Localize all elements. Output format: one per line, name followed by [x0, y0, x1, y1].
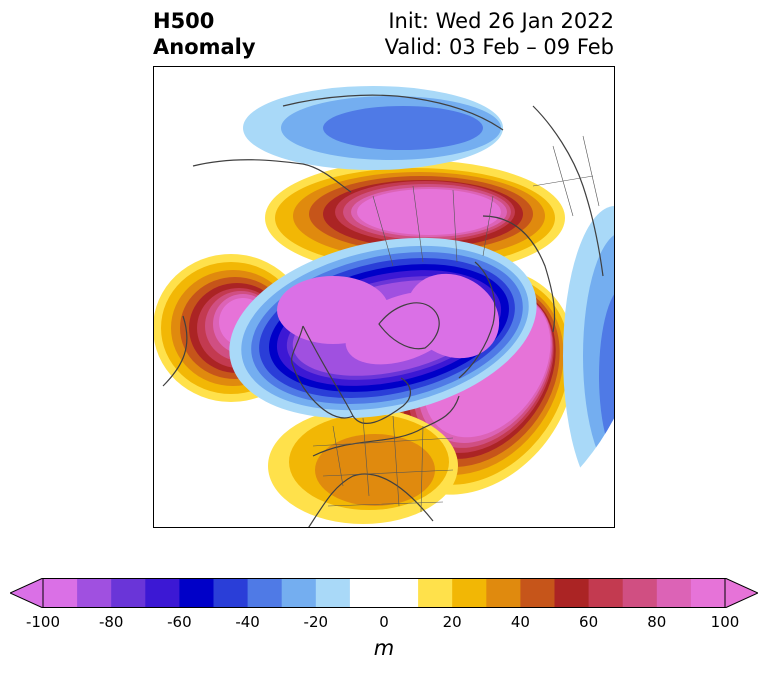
colorbar-tick-label: 20	[442, 613, 462, 631]
valid-range: Valid: 03 Feb – 09 Feb	[384, 35, 614, 59]
colorbar-tick-label: -20	[303, 613, 329, 631]
colorbar-tick-label: -40	[235, 613, 260, 631]
colorbar-segment	[43, 578, 78, 608]
arctic-trough	[229, 237, 537, 419]
colorbar-extend-max	[724, 578, 758, 608]
title-left: H500 Anomaly	[153, 8, 256, 60]
anomaly-map	[153, 66, 615, 528]
colorbar	[10, 578, 758, 608]
coastlines	[162, 94, 604, 528]
colorbar-tick-label: 100	[710, 613, 740, 631]
colorbar-segment	[554, 578, 590, 608]
colorbar-unit: m	[373, 636, 395, 660]
title-right: Init: Wed 26 Jan 2022 Valid: 03 Feb – 09…	[385, 8, 614, 60]
anomaly-contours	[153, 86, 615, 524]
colorbar-tick-label: 60	[579, 613, 599, 631]
colorbar-segment	[452, 578, 487, 608]
colorbar-segment	[588, 578, 624, 608]
siberia-ridge-core	[357, 189, 501, 235]
colorbar-segment	[486, 578, 521, 608]
colorbar-border	[42, 578, 726, 608]
colorbar-segment	[349, 578, 385, 608]
europe-trough-10	[563, 206, 615, 506]
colorbar-segment	[77, 578, 112, 608]
colorbar-segment	[315, 578, 351, 608]
colorbar-segment	[213, 578, 249, 608]
colorbar-segment	[622, 578, 658, 608]
colorbar-tick-label: -80	[98, 613, 124, 631]
country-borders	[312, 135, 600, 513]
colorbar-segment	[281, 578, 317, 608]
colorbar-segment	[179, 578, 214, 608]
colorbar-segment	[111, 578, 146, 608]
colorbar-tick-label: -60	[167, 613, 192, 631]
colorbar-tick-label: 80	[647, 613, 667, 631]
init-date: Init: Wed 26 Jan 2022	[388, 9, 614, 33]
map-frame	[153, 66, 615, 528]
colorbar-segment	[656, 578, 692, 608]
colorbar-segment	[145, 578, 180, 608]
colorbar-extend-min	[10, 578, 44, 608]
colorbar-tick-label: 0	[379, 613, 389, 631]
colorbar-tick-label: -100	[25, 613, 61, 631]
colorbar-segment	[247, 578, 283, 608]
title-field: Anomaly	[153, 35, 256, 59]
colorbar-segment	[418, 578, 453, 608]
colorbar-segment	[520, 578, 555, 608]
title-variable: H500	[153, 9, 215, 33]
colorbar-segment	[384, 578, 419, 608]
colorbar-segment	[690, 578, 726, 608]
colorbar-tick-label: 40	[510, 613, 530, 631]
